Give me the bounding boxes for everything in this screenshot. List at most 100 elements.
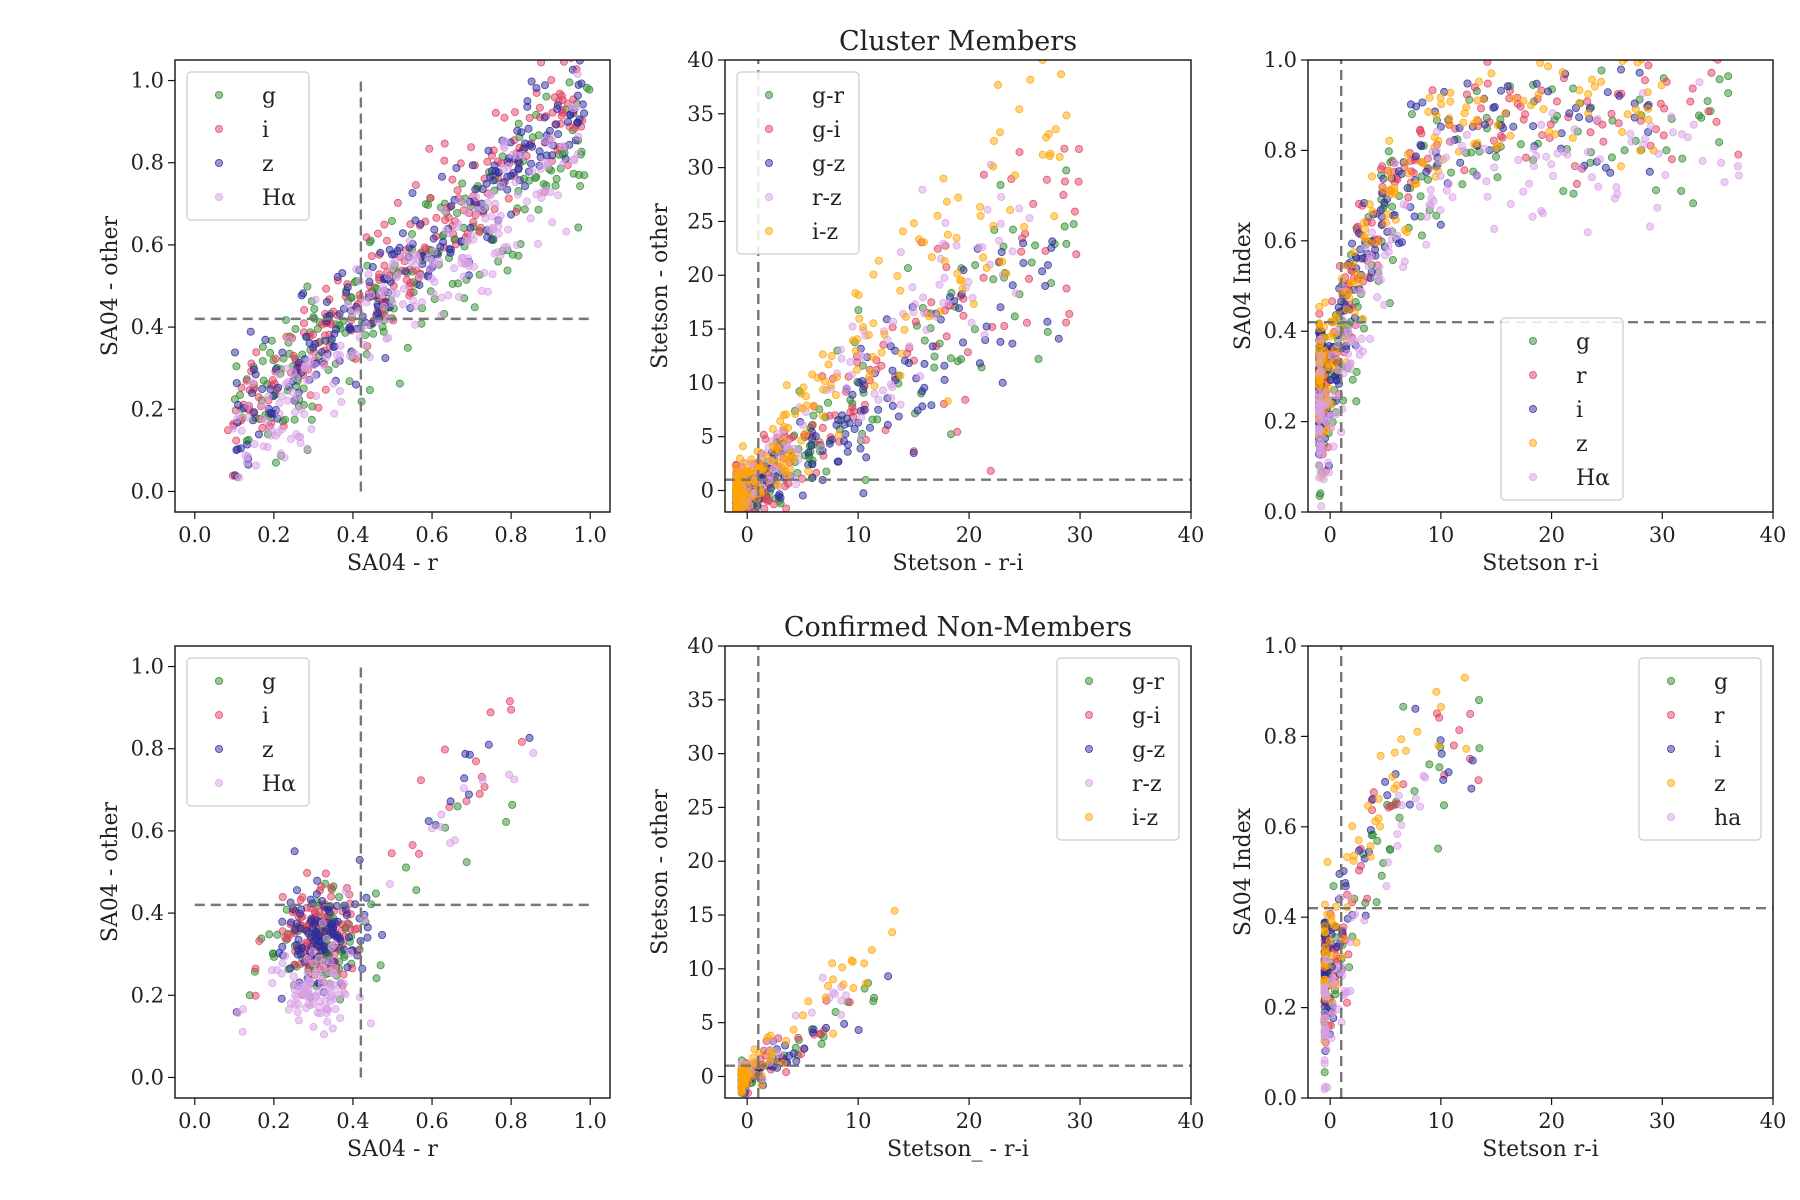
data-point <box>888 928 897 937</box>
data-point <box>337 397 346 406</box>
data-point <box>251 370 260 379</box>
data-point <box>1343 349 1352 358</box>
data-point <box>275 370 284 379</box>
data-point <box>1411 704 1420 713</box>
data-point <box>942 197 951 206</box>
data-point <box>322 284 331 293</box>
data-point <box>420 243 429 252</box>
data-point <box>733 541 740 548</box>
data-point <box>829 988 838 997</box>
data-point <box>1395 813 1404 822</box>
data-point <box>548 218 557 227</box>
data-point <box>1320 983 1329 992</box>
data-point <box>733 517 740 524</box>
data-point <box>437 172 446 181</box>
data-point <box>888 366 897 375</box>
data-point <box>766 484 775 493</box>
data-point <box>824 981 833 990</box>
data-point <box>1689 120 1698 129</box>
legend-label: i <box>1714 738 1721 763</box>
legend-box <box>736 71 860 255</box>
data-point <box>527 159 536 168</box>
data-point <box>1432 687 1441 696</box>
data-point <box>877 348 886 357</box>
data-point <box>1062 318 1071 327</box>
data-point <box>291 925 300 934</box>
data-point <box>558 108 567 117</box>
data-point <box>747 514 754 521</box>
data-point <box>329 981 338 990</box>
data-point <box>1385 136 1394 145</box>
data-point <box>746 1072 755 1081</box>
data-point <box>826 381 835 390</box>
data-point <box>1366 842 1375 851</box>
data-point <box>1432 127 1441 136</box>
legend-label: g-r <box>812 84 845 109</box>
data-point <box>861 979 870 988</box>
data-point <box>388 298 397 307</box>
legend-marker <box>1085 779 1094 788</box>
data-point <box>238 1027 247 1036</box>
x-tick-label: 40 <box>1178 1109 1205 1133</box>
data-point <box>232 436 241 445</box>
data-point <box>500 113 509 122</box>
data-point <box>1364 802 1373 811</box>
data-point <box>1381 777 1390 786</box>
data-point <box>471 185 480 194</box>
data-point <box>412 251 421 260</box>
data-point <box>312 392 321 401</box>
data-point <box>975 359 984 368</box>
data-point <box>1331 391 1340 400</box>
data-point <box>1424 107 1433 116</box>
data-point <box>524 124 533 133</box>
legend-label: g-z <box>1132 738 1165 763</box>
data-point <box>503 266 512 275</box>
data-point <box>1059 190 1068 199</box>
data-point <box>302 938 311 947</box>
data-point <box>741 459 750 468</box>
data-point <box>1493 173 1502 182</box>
data-point <box>750 1045 759 1054</box>
data-point <box>1368 228 1377 237</box>
data-point <box>989 275 998 284</box>
data-point <box>997 248 1006 257</box>
panel-top-right: 0 10 20 30 40 0.0 0.2 0.4 0.6 0.8 1.0 Stetson r-i SA… <box>1231 48 1786 576</box>
y-tick-label: 1.0 <box>131 655 164 679</box>
data-point <box>491 199 500 208</box>
data-point <box>1000 321 1009 330</box>
data-point <box>808 420 817 429</box>
legend-marker <box>214 158 223 167</box>
data-point <box>1315 424 1324 433</box>
data-point <box>1661 171 1670 180</box>
data-point <box>228 424 237 433</box>
data-point <box>292 430 301 439</box>
data-point <box>1065 309 1074 318</box>
data-point <box>944 299 953 308</box>
data-point <box>735 513 742 520</box>
data-point <box>839 980 848 989</box>
data-point <box>809 1025 818 1034</box>
data-point <box>1616 162 1625 171</box>
data-point <box>1394 791 1403 800</box>
data-point <box>254 393 263 402</box>
data-point <box>1322 992 1331 1001</box>
data-point <box>274 428 283 437</box>
data-point <box>293 1008 302 1017</box>
data-point <box>1568 133 1577 142</box>
data-point <box>314 988 323 997</box>
data-point <box>1017 247 1026 256</box>
data-point <box>1399 780 1408 789</box>
data-point <box>294 1000 303 1009</box>
data-point <box>738 1101 745 1108</box>
data-point <box>460 774 469 783</box>
data-point <box>388 289 397 298</box>
data-point <box>1436 172 1445 181</box>
data-point <box>1321 943 1330 952</box>
y-tick-label: 0.8 <box>131 151 164 175</box>
data-point <box>381 354 390 363</box>
data-point <box>990 136 999 145</box>
data-point <box>1410 212 1419 221</box>
data-point <box>450 264 459 273</box>
data-point <box>452 163 461 172</box>
data-point <box>1584 90 1593 99</box>
